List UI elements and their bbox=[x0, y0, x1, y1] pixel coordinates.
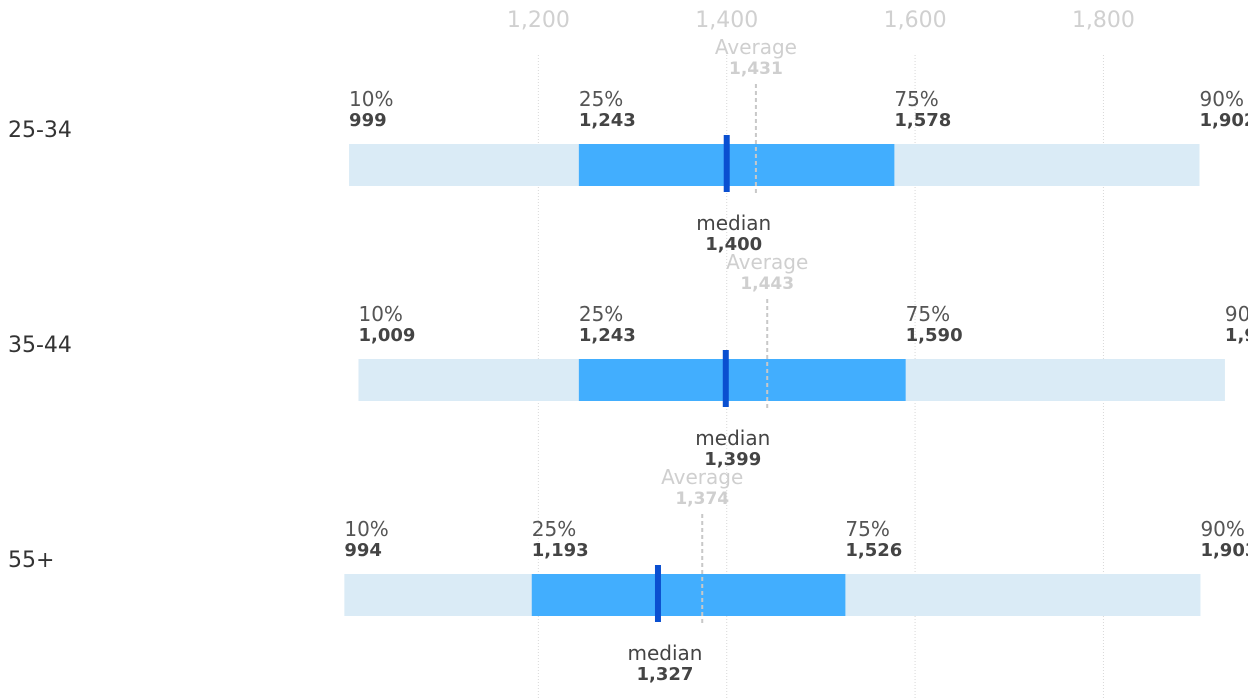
p25-p75-band bbox=[578, 144, 895, 186]
average-value: 1,374 bbox=[675, 489, 729, 509]
p75-value: 1,590 bbox=[906, 325, 963, 346]
p10-label: 10% bbox=[349, 87, 393, 111]
category-label: 25-34 bbox=[8, 118, 72, 143]
p75-value: 1,526 bbox=[845, 540, 902, 561]
p10-value: 999 bbox=[349, 110, 387, 131]
p25-p75-band bbox=[531, 574, 846, 616]
median-value: 1,327 bbox=[636, 664, 693, 685]
category-label: 55+ bbox=[8, 548, 54, 573]
median-line bbox=[654, 565, 661, 622]
p25-p75-band bbox=[578, 359, 906, 401]
p75-label: 75% bbox=[845, 517, 889, 541]
median-label: median bbox=[695, 426, 770, 450]
p25-label: 25% bbox=[579, 302, 623, 326]
p90-value: 1,903 bbox=[1200, 540, 1248, 561]
p75-label: 75% bbox=[894, 87, 938, 111]
median-label: median bbox=[627, 641, 702, 665]
median-line bbox=[722, 350, 729, 407]
median-value: 1,400 bbox=[705, 234, 762, 255]
p25-value: 1,193 bbox=[532, 540, 589, 561]
median-line bbox=[723, 135, 730, 192]
average-label: Average bbox=[715, 35, 797, 59]
p90-value: 1,902 bbox=[1200, 110, 1248, 131]
p10-value: 994 bbox=[344, 540, 382, 561]
x-tick-label: 1,800 bbox=[1072, 8, 1135, 33]
p25-label: 25% bbox=[579, 87, 623, 111]
p10-label: 10% bbox=[358, 302, 402, 326]
average-label: Average bbox=[726, 250, 808, 274]
average-label: Average bbox=[661, 465, 743, 489]
median-value: 1,399 bbox=[704, 449, 761, 470]
x-tick-label: 1,600 bbox=[884, 8, 947, 33]
p75-label: 75% bbox=[906, 302, 950, 326]
p90-label: 90% bbox=[1200, 87, 1244, 111]
p25-value: 1,243 bbox=[579, 110, 636, 131]
p10-value: 1,009 bbox=[358, 325, 415, 346]
x-tick-label: 1,400 bbox=[695, 8, 758, 33]
category-label: 35-44 bbox=[8, 333, 72, 358]
average-value: 1,431 bbox=[729, 59, 783, 79]
p90-label: 90% bbox=[1200, 517, 1244, 541]
p75-value: 1,578 bbox=[894, 110, 951, 131]
x-tick-label: 1,200 bbox=[507, 8, 570, 33]
p10-label: 10% bbox=[344, 517, 388, 541]
median-label: median bbox=[696, 211, 771, 235]
p25-label: 25% bbox=[532, 517, 576, 541]
p90-value: 1,929 bbox=[1225, 325, 1248, 346]
p90-label: 90% bbox=[1225, 302, 1248, 326]
p25-value: 1,243 bbox=[579, 325, 636, 346]
average-value: 1,443 bbox=[740, 274, 794, 294]
